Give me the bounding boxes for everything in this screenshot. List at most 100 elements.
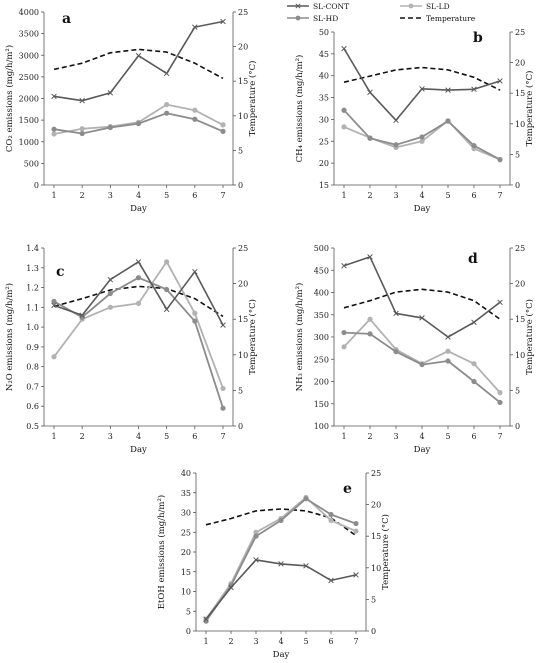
x-tick-label: 1 <box>203 637 208 646</box>
series-temperature <box>53 48 224 80</box>
x-tick-label: 4 <box>419 191 424 200</box>
x-tick-label: 1 <box>51 191 56 200</box>
data-point <box>192 310 198 316</box>
y-tick-label: 400 <box>314 289 329 298</box>
panel-d: 100 150 200 250 300 350 400 450 500 0 5 10 15 20 25 1 2 3… <box>294 244 535 455</box>
data-point <box>163 306 170 313</box>
panel-e: 0 5 10 15 20 25 30 35 40 0 5 10 15 20 25 1 2 3 4 5 6 7 Day EtOH… <box>156 469 391 660</box>
y-tick-label: 0.7 <box>26 382 39 391</box>
series-temperature <box>343 66 501 91</box>
data-point <box>107 90 114 96</box>
data-point <box>135 275 142 281</box>
y-tick-label: 50 <box>319 28 329 37</box>
data-point <box>445 348 451 354</box>
series-sl-ld <box>341 118 503 163</box>
y-tick-label: 2000 <box>19 95 39 104</box>
y-tick-label: 0.8 <box>26 363 39 372</box>
y-tick-label: 0 <box>186 627 191 636</box>
series-line <box>53 103 224 135</box>
data-point <box>303 496 309 502</box>
y2-tick-label: 10 <box>371 564 381 573</box>
data-point <box>367 89 373 96</box>
y-tick-label: 500 <box>24 159 39 168</box>
y2-tick-label: 25 <box>515 244 525 253</box>
data-point <box>341 124 347 130</box>
y-tick-label: 40 <box>181 469 191 478</box>
data-point <box>393 142 399 148</box>
legend-item: SL-LD <box>400 2 450 11</box>
y-tick-label: 35 <box>181 489 191 498</box>
data-point <box>278 517 284 524</box>
y2-tick-label: 0 <box>515 181 520 190</box>
y-tick-label: 30 <box>181 509 191 518</box>
y2-axis-label: Temperature (°C) <box>524 299 535 375</box>
y-tick-label: 350 <box>314 311 329 320</box>
data-point <box>341 45 347 52</box>
series-line <box>343 288 501 320</box>
y-tick-label: 1.1 <box>26 303 39 312</box>
data-point <box>328 577 334 584</box>
data-point <box>220 385 226 392</box>
y2-tick-label: 20 <box>515 280 525 289</box>
panel-c: 0.50.60.70.80.91.01.11.21.31.40510152025… <box>4 244 258 455</box>
series-sl-cont <box>51 259 226 328</box>
data-point <box>367 316 373 322</box>
y-tick-label: 1.4 <box>26 244 39 253</box>
data-point <box>341 263 347 269</box>
data-point <box>135 52 142 59</box>
y2-tick-label: 5 <box>371 595 376 604</box>
y-axis-label: NH₃ emissions (mg/h/m²) <box>294 283 305 392</box>
y-tick-label: 15 <box>181 568 191 577</box>
data-point <box>79 97 85 104</box>
y2-tick-label: 5 <box>515 386 520 395</box>
y2-tick-label: 15 <box>515 89 525 98</box>
y2-axis-label: Temperature (°C) <box>247 61 258 137</box>
data-point <box>328 511 334 518</box>
data-point <box>51 93 57 100</box>
legend-item: SL-CONT <box>287 2 349 11</box>
chart-panels: 0500100015002000250030003500400005101520… <box>4 8 535 660</box>
x-tick-label: 6 <box>471 432 476 441</box>
panel-letter: e <box>343 481 352 497</box>
y2-tick-label: 20 <box>238 280 248 289</box>
data-point <box>303 563 309 569</box>
y-tick-label: 40 <box>319 72 329 81</box>
data-point <box>497 399 503 406</box>
panel-letter: c <box>56 264 65 280</box>
data-point <box>51 354 57 360</box>
y-axis-label: EtOH emissions (mg/h/m²) <box>156 495 167 609</box>
y2-tick-label: 15 <box>238 315 248 324</box>
data-point <box>253 533 259 539</box>
data-point <box>497 157 503 163</box>
y-tick-label: 2500 <box>19 73 39 82</box>
series-line <box>343 48 501 122</box>
panel-letter: b <box>473 30 483 46</box>
y-tick-label: 1000 <box>19 138 39 147</box>
y2-tick-label: 5 <box>238 146 243 155</box>
data-point <box>419 315 425 321</box>
data-point <box>353 528 359 534</box>
y-tick-label: 20 <box>319 159 329 168</box>
panel-a: 0500100015002000250030003500400005101520… <box>4 8 258 214</box>
y-tick-label: 1.2 <box>26 284 39 293</box>
data-point <box>51 298 57 304</box>
series-sl-hd <box>51 275 226 411</box>
series-line <box>53 260 224 389</box>
data-point <box>220 405 226 411</box>
y-tick-label: 450 <box>314 266 329 275</box>
legend-marker <box>295 3 301 9</box>
y2-tick-label: 10 <box>515 351 525 360</box>
data-point <box>192 107 198 113</box>
series-sl-cont <box>203 557 359 622</box>
x-tick-label: 4 <box>136 191 141 200</box>
y2-tick-label: 15 <box>515 315 525 324</box>
series-sl-ld <box>341 316 503 396</box>
y2-tick-label: 20 <box>238 43 248 52</box>
y2-axis-label: Temperature (°C) <box>380 514 391 590</box>
x-tick-label: 2 <box>228 637 233 646</box>
data-point <box>471 361 477 367</box>
data-point <box>192 268 198 275</box>
data-point <box>445 358 451 364</box>
